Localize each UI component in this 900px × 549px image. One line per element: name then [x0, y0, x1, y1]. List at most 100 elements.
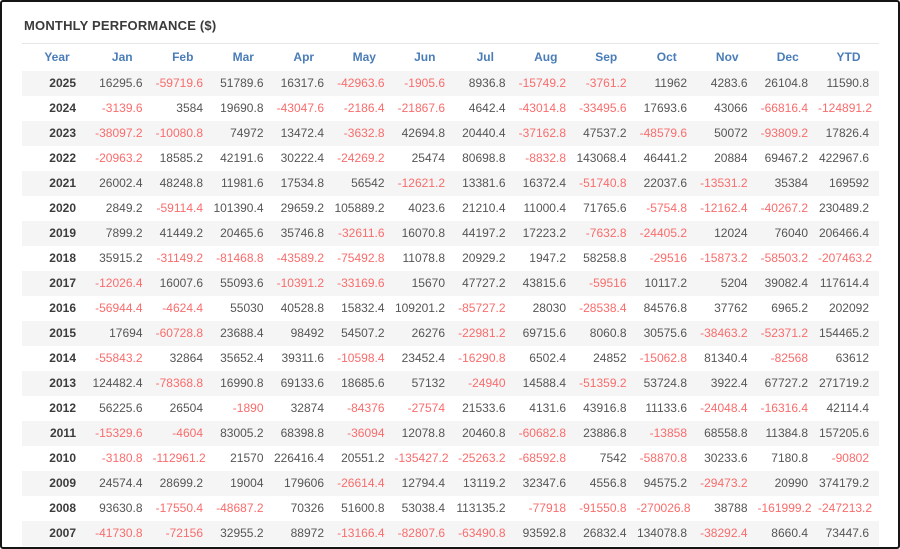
value-cell: 54507.2 — [341, 326, 385, 340]
table-body: 2025 16295.6 -59719.6 51789.6 16317.6 -42963.… — [22, 70, 879, 546]
value-cell: -59114.4 — [156, 201, 203, 215]
value-cell: -15329.6 — [95, 426, 143, 440]
value-cell: 67727.2 — [764, 376, 808, 390]
panel-title: MONTHLY PERFORMANCE ($) — [24, 18, 217, 33]
value-cell: -33169.6 — [337, 276, 385, 290]
value-cell: -161999.2 — [757, 501, 812, 515]
column-header-jul: Jul — [476, 50, 494, 65]
value-cell: 93630.8 — [99, 501, 143, 515]
value-cell: 12024 — [714, 226, 748, 240]
value-cell: -52371.2 — [760, 326, 808, 340]
value-cell: -38463.2 — [700, 326, 748, 340]
value-cell: 230489.2 — [818, 201, 869, 215]
value-cell: 16070.8 — [401, 226, 445, 240]
value-cell: 15670 — [411, 276, 445, 290]
value-cell: 43916.8 — [583, 401, 627, 415]
value-cell: 68398.8 — [280, 426, 324, 440]
value-cell: 42114.4 — [826, 401, 870, 415]
year-cell: 2017 — [49, 276, 76, 290]
value-cell: -3180.8 — [101, 451, 143, 465]
value-cell: 16295.6 — [99, 76, 143, 90]
value-cell: 169592 — [828, 176, 869, 190]
value-cell: -3632.8 — [343, 126, 385, 140]
year-cell: 2013 — [49, 376, 76, 390]
year-row-2007: 2007 -41730.8 -72156 32955.2 88972 -13166.4 -8… — [22, 520, 879, 546]
value-cell: -51359.2 — [579, 376, 627, 390]
value-cell: -77918 — [528, 501, 566, 515]
value-cell: -75492.8 — [337, 251, 385, 265]
value-cell: 50072 — [714, 126, 748, 140]
value-cell: 422967.6 — [818, 151, 869, 165]
value-cell: 98492 — [290, 326, 324, 340]
value-cell: 17694 — [109, 326, 143, 340]
value-cell: -207463.2 — [818, 251, 873, 265]
value-cell: 16372.4 — [522, 176, 566, 190]
value-cell: -60682.8 — [518, 426, 566, 440]
header-row: Year Jan Feb Mar Apr May Jun Jul Aug Sep Oct Nov Dec… — [22, 43, 879, 71]
value-cell: -51740.8 — [579, 176, 627, 190]
value-cell: 15832.4 — [341, 301, 385, 315]
value-cell: 12078.8 — [401, 426, 445, 440]
value-cell: 74972 — [230, 126, 264, 140]
value-cell: 4283.6 — [710, 76, 748, 90]
value-cell: -10598.4 — [337, 351, 385, 365]
value-cell: 10117.2 — [644, 276, 688, 290]
value-cell: 39082.4 — [764, 276, 808, 290]
value-cell: -24048.4 — [700, 401, 748, 415]
value-cell: 42191.6 — [220, 151, 264, 165]
value-cell: 81340.4 — [704, 351, 748, 365]
value-cell: -28538.4 — [579, 301, 627, 315]
value-cell: 124482.4 — [92, 376, 143, 390]
value-cell: 23886.8 — [583, 426, 627, 440]
value-cell: -3139.6 — [101, 101, 143, 115]
column-header-may: May — [352, 50, 376, 65]
value-cell: 4556.8 — [589, 476, 627, 490]
value-cell: -12026.4 — [95, 276, 143, 290]
value-cell: 93592.8 — [522, 526, 566, 540]
value-cell: 13119.2 — [463, 476, 506, 490]
value-cell: 32864 — [169, 351, 203, 365]
value-cell: 18585.2 — [159, 151, 203, 165]
value-cell: 26504 — [169, 401, 203, 415]
value-cell: 20884 — [714, 151, 748, 165]
value-cell: 20460.8 — [462, 426, 506, 440]
value-cell: 2849.2 — [105, 201, 143, 215]
value-cell: 19004 — [230, 476, 264, 490]
value-cell: -2186.4 — [343, 101, 385, 115]
value-cell: -13166.4 — [337, 526, 385, 540]
table-header: Year Jan Feb Mar Apr May Jun Jul Aug Sep Oct Nov Dec… — [22, 43, 879, 71]
value-cell: 69715.6 — [522, 326, 566, 340]
value-cell: 109201.2 — [394, 301, 445, 315]
value-cell: -93809.2 — [760, 126, 808, 140]
value-cell: -85727.2 — [458, 301, 506, 315]
value-cell: 6965.2 — [771, 301, 808, 315]
year-cell: 2009 — [49, 476, 76, 490]
value-cell: 6502.4 — [529, 351, 566, 365]
value-cell: 3584 — [176, 101, 203, 115]
value-cell: -48687.2 — [216, 501, 264, 515]
value-cell: -72156 — [165, 526, 203, 540]
value-cell: 28030 — [532, 301, 566, 315]
value-cell: -4624.4 — [162, 301, 203, 315]
value-cell: 57132 — [411, 376, 445, 390]
value-cell: 17693.6 — [643, 101, 687, 115]
year-cell: 2012 — [49, 401, 76, 415]
value-cell: 16990.8 — [220, 376, 264, 390]
year-cell: 2008 — [49, 501, 76, 515]
value-cell: 56542 — [351, 176, 385, 190]
value-cell: 19690.8 — [220, 101, 264, 115]
value-cell: 47727.2 — [462, 276, 506, 290]
value-cell: -82568 — [770, 351, 808, 365]
value-cell: 11000.4 — [523, 201, 567, 215]
value-cell: 7180.8 — [771, 451, 808, 465]
year-cell: 2022 — [49, 151, 76, 165]
value-cell: 53038.4 — [401, 501, 445, 515]
value-cell: 76040 — [774, 226, 808, 240]
value-cell: 202092 — [828, 301, 869, 315]
value-cell: -10391.2 — [276, 276, 324, 290]
value-cell: 157205.6 — [818, 426, 869, 440]
value-cell: -17550.4 — [155, 501, 203, 515]
value-cell: 105889.2 — [334, 201, 385, 215]
value-cell: -32611.6 — [338, 226, 385, 240]
column-header-feb: Feb — [172, 50, 194, 65]
